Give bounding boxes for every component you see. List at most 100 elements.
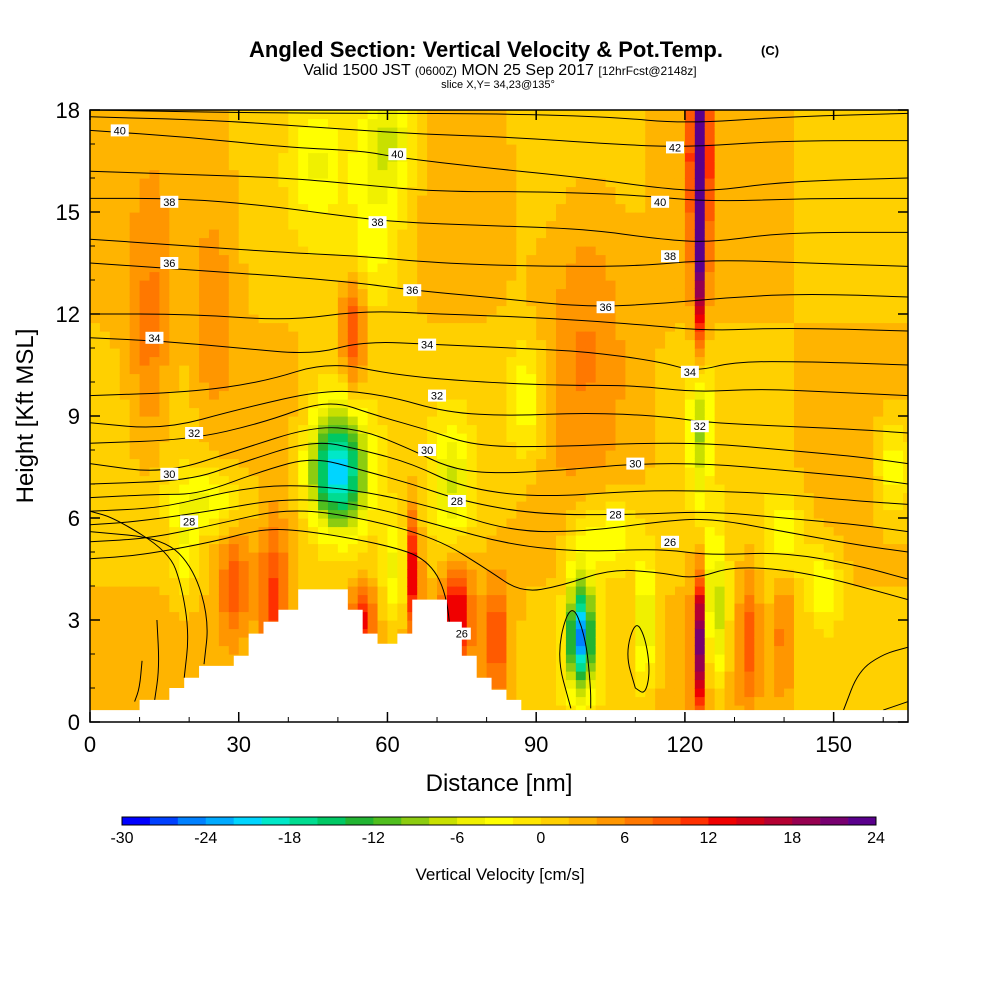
- velocity-cell: [109, 705, 121, 715]
- velocity-cell: [189, 110, 200, 120]
- velocity-cell: [159, 237, 170, 247]
- velocity-cell: [377, 569, 389, 579]
- velocity-cell: [139, 552, 151, 562]
- velocity-cell: [556, 679, 567, 689]
- velocity-cell: [427, 288, 438, 298]
- velocity-cell: [585, 475, 597, 485]
- velocity-cell: [486, 569, 498, 579]
- velocity-cell: [427, 560, 438, 570]
- velocity-cell: [337, 535, 349, 545]
- velocity-cell: [625, 450, 636, 460]
- velocity-cell: [367, 552, 379, 562]
- velocity-cell: [169, 280, 180, 290]
- velocity-cell: [446, 161, 458, 171]
- velocity-cell: [556, 416, 567, 426]
- velocity-cell: [516, 135, 527, 145]
- velocity-cell: [556, 203, 567, 213]
- velocity-cell: [387, 518, 398, 528]
- velocity-cell: [635, 263, 646, 273]
- velocity-cell: [486, 390, 498, 400]
- velocity-cell: [397, 552, 408, 562]
- velocity-cell: [327, 356, 339, 366]
- velocity-cell: [556, 399, 567, 409]
- velocity-cell: [367, 450, 379, 460]
- velocity-cell: [179, 509, 190, 519]
- velocity-cell: [536, 195, 547, 205]
- velocity-cell: [387, 509, 398, 519]
- velocity-cell: [595, 416, 607, 426]
- velocity-cell: [546, 535, 557, 545]
- velocity-cell: [575, 543, 587, 553]
- velocity-cell: [268, 178, 279, 188]
- velocity-cell: [456, 127, 468, 137]
- velocity-cell: [734, 373, 745, 383]
- velocity-cell: [248, 492, 260, 502]
- velocity-cell: [337, 203, 349, 213]
- velocity-cell: [645, 535, 656, 545]
- velocity-cell: [585, 594, 597, 604]
- velocity-cell: [258, 416, 270, 426]
- velocity-cell: [367, 110, 379, 120]
- velocity-cell: [407, 526, 418, 536]
- velocity-cell: [149, 161, 161, 171]
- velocity-cell: [456, 212, 468, 222]
- velocity-cell: [446, 118, 458, 128]
- velocity-cell: [189, 152, 200, 162]
- velocity-cell: [258, 212, 270, 222]
- velocity-cell: [357, 518, 369, 528]
- velocity-cell: [288, 288, 299, 298]
- velocity-cell: [565, 373, 577, 383]
- velocity-cell: [674, 433, 686, 443]
- velocity-cell: [575, 688, 587, 698]
- velocity-cell: [526, 569, 537, 579]
- velocity-cell: [169, 416, 180, 426]
- velocity-cell: [496, 203, 508, 213]
- velocity-cell: [556, 594, 567, 604]
- velocity-cell: [684, 535, 696, 545]
- velocity-cell: [367, 263, 379, 273]
- velocity-cell: [347, 178, 359, 188]
- velocity-cell: [278, 390, 289, 400]
- velocity-cell: [179, 484, 190, 494]
- velocity-cell: [615, 305, 627, 315]
- velocity-cell: [169, 161, 180, 171]
- velocity-cell: [476, 628, 488, 638]
- velocity-cell: [208, 407, 220, 417]
- velocity-cell: [119, 662, 131, 672]
- velocity-cell: [625, 611, 636, 621]
- velocity-cell: [744, 671, 755, 681]
- velocity-cell: [575, 280, 587, 290]
- velocity-cell: [99, 518, 111, 528]
- velocity-cell: [99, 467, 111, 477]
- velocity-cell: [496, 654, 508, 664]
- velocity-cell: [516, 254, 527, 264]
- velocity-cell: [189, 416, 200, 426]
- velocity-cell: [288, 577, 299, 587]
- velocity-cell: [109, 348, 121, 358]
- velocity-cell: [90, 450, 101, 460]
- velocity-cell: [427, 127, 438, 137]
- velocity-cell: [585, 662, 597, 672]
- velocity-cell: [149, 628, 161, 638]
- velocity-cell: [456, 518, 468, 528]
- velocity-cell: [109, 254, 121, 264]
- velocity-cell: [347, 195, 359, 205]
- velocity-cell: [387, 552, 398, 562]
- velocity-cell: [387, 586, 398, 596]
- velocity-cell: [119, 450, 131, 460]
- velocity-cell: [367, 186, 379, 196]
- velocity-cell: [496, 594, 508, 604]
- velocity-cell: [546, 450, 557, 460]
- velocity-cell: [387, 399, 398, 409]
- velocity-cell: [377, 331, 389, 341]
- velocity-cell: [327, 501, 339, 511]
- velocity-cell: [546, 475, 557, 485]
- velocity-cell: [109, 586, 121, 596]
- velocity-cell: [179, 620, 190, 630]
- velocity-cell: [228, 645, 240, 655]
- velocity-cell: [298, 450, 309, 460]
- velocity-cell: [377, 407, 389, 417]
- velocity-cell: [665, 305, 676, 315]
- velocity-cell: [516, 458, 527, 468]
- velocity-cell: [565, 628, 577, 638]
